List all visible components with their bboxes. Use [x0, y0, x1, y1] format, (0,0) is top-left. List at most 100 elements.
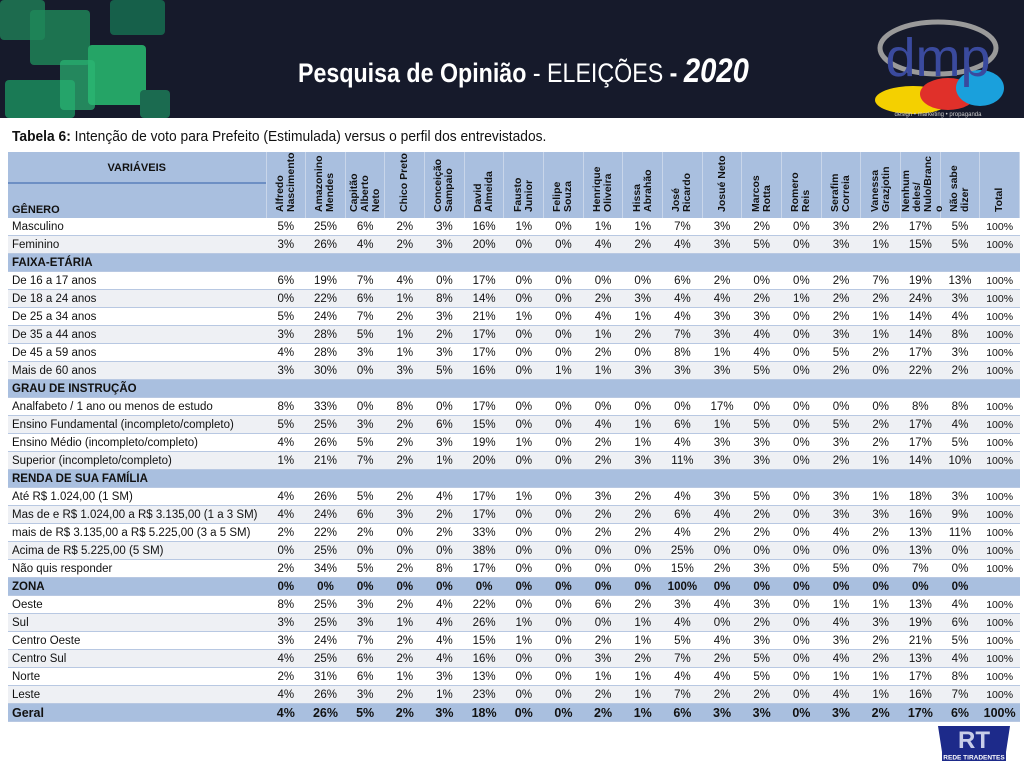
table-cell: 0%	[503, 289, 544, 308]
table-cell: 0%	[503, 271, 544, 290]
table-cell	[781, 379, 822, 398]
table-cell: 0%	[741, 577, 782, 596]
table-cell: 5%	[741, 667, 782, 686]
table-cell: 0%	[305, 577, 346, 596]
table-cell: 3%	[741, 631, 782, 650]
table-cell: 3%	[940, 289, 980, 308]
table-cell: 0%	[781, 667, 822, 686]
table-cell: 0%	[781, 559, 822, 578]
table-row: Oeste 8% 25% 3% 2% 4% 22% 0% 0% 6% 2% 3% 4% 3% 0% 1% 1% 1…	[8, 595, 1020, 614]
table-cell: 0%	[266, 577, 306, 596]
row-label: Mais de 60 anos	[8, 361, 266, 380]
table-cell: 2%	[345, 523, 385, 542]
table-caption: Tabela 6: Intenção de voto para Prefeito…	[12, 128, 546, 145]
table-cell: 0%	[503, 343, 544, 362]
row-label: De 25 a 34 anos	[8, 307, 266, 326]
table-cell: 7%	[345, 307, 385, 326]
table-cell: 3%	[662, 361, 703, 380]
table-cell: 2%	[384, 415, 425, 434]
table-cell: 1%	[622, 218, 663, 236]
table-cell: 1%	[622, 433, 663, 452]
table-row: Analfabeto / 1 ano ou menos de estudo 8% 3…	[8, 397, 1020, 416]
table-cell	[384, 469, 425, 488]
table-cell: 5%	[345, 559, 385, 578]
table-cell: 0%	[662, 397, 703, 416]
table-cell: 3%	[860, 505, 901, 524]
table-cell: 2%	[384, 487, 425, 506]
table-cell: 0%	[503, 667, 544, 686]
table-cell: 0%	[741, 271, 782, 290]
table-cell: 0%	[543, 235, 584, 254]
table-cell	[345, 469, 385, 488]
table-cell: 2%	[821, 307, 861, 326]
table-cell: 3%	[424, 218, 465, 236]
column-header-label: Não sabe dizer	[947, 165, 971, 212]
column-header: Hissa Abrahão	[622, 152, 664, 218]
column-header-label: Henrique Oliveira	[591, 166, 615, 212]
table-cell: 1%	[860, 595, 901, 614]
table-cell: 8%	[424, 559, 465, 578]
table-cell: 3%	[424, 307, 465, 326]
table-cell: 1%	[583, 218, 623, 236]
table-cell: 4%	[662, 487, 703, 506]
table-cell	[821, 469, 861, 488]
table-cell: 16%	[900, 685, 941, 704]
table-cell: 24%	[305, 505, 346, 524]
table-cell: 0%	[543, 505, 584, 524]
table-cell: 5%	[940, 235, 980, 254]
table-cell: 2%	[860, 218, 901, 236]
table-cell: 0%	[622, 271, 663, 290]
svg-text:dmp: dmp	[885, 28, 990, 88]
table-cell	[266, 253, 306, 272]
table-cell: 4%	[583, 415, 623, 434]
table-cell: 0%	[781, 325, 822, 344]
table-cell: 6%	[662, 505, 703, 524]
table-cell: 1%	[503, 487, 544, 506]
table-cell: 23%	[464, 685, 504, 704]
table-cell	[622, 253, 663, 272]
table-cell: 2%	[384, 451, 425, 470]
table-cell: 7%	[900, 559, 941, 578]
table-cell: 3%	[622, 289, 663, 308]
row-label: Mas de e R$ 1.024,00 a R$ 3.135,00 (1 a …	[8, 505, 266, 524]
table-row: Até R$ 1.024,00 (1 SM) 4% 26% 5% 2% 4% 17% 1% 0%…	[8, 487, 1020, 506]
table-cell: 1%	[424, 685, 465, 704]
table-cell: 4%	[266, 505, 306, 524]
table-cell: 3%	[583, 487, 623, 506]
table-cell: 2%	[860, 415, 901, 434]
column-header: Vanessa Grazjotin	[860, 152, 901, 218]
table-cell: 2%	[702, 523, 742, 542]
table-cell: 4%	[702, 505, 742, 524]
table-cell: 2%	[741, 613, 782, 632]
table-cell: 2%	[266, 559, 306, 578]
table-cell: 0%	[503, 451, 544, 470]
table-cell: 22%	[305, 523, 346, 542]
table-cell: 4%	[583, 307, 623, 326]
table-cell: 13%	[900, 649, 941, 668]
table-cell: 0%	[781, 649, 822, 668]
table-cell: 6%	[345, 667, 385, 686]
table-cell: 0%	[781, 595, 822, 614]
table-cell: 4%	[384, 271, 425, 290]
table-cell: 4%	[702, 289, 742, 308]
table-cell: 22%	[900, 361, 941, 380]
table-cell: 1%	[503, 631, 544, 650]
table-cell	[503, 379, 544, 398]
table-cell: 4%	[741, 343, 782, 362]
table-cell: 19%	[900, 271, 941, 290]
table-cell: 0%	[543, 577, 584, 596]
table-cell: 7%	[662, 325, 703, 344]
table-cell: 25%	[305, 595, 346, 614]
table-cell: 2%	[583, 505, 623, 524]
column-header-label: Serafim Correia	[829, 173, 853, 212]
table-cell: 3%	[741, 595, 782, 614]
table-cell: 0%	[543, 343, 584, 362]
table-cell: 0%	[583, 541, 623, 560]
table-cell: 3%	[702, 451, 742, 470]
table-cell: 0%	[781, 307, 822, 326]
table-cell: 2%	[860, 703, 901, 722]
table-cell: 0%	[384, 523, 425, 542]
table-cell: 8%	[662, 343, 703, 362]
table-cell: 25%	[305, 415, 346, 434]
column-header-label: Josué Neto	[715, 155, 728, 212]
